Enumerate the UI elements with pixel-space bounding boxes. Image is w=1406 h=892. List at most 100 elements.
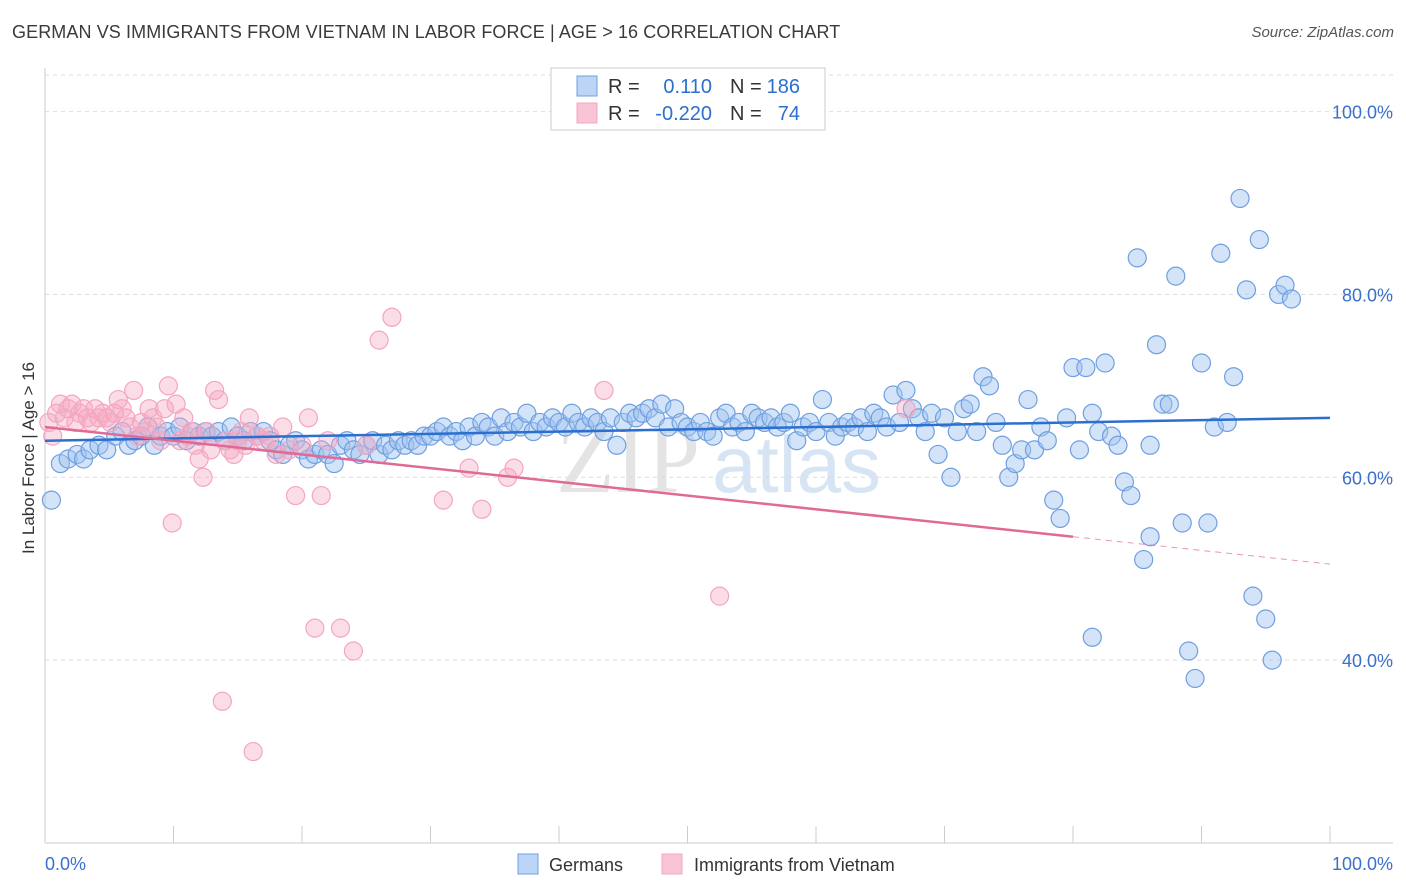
germans-point-135: [922, 403, 942, 423]
germans-point-184: [1236, 280, 1257, 300]
germans-point-175: [1179, 641, 1199, 661]
vietnam-point-70: [382, 307, 402, 327]
vietnam-trend-extension: [1072, 536, 1331, 565]
legend-r-value-1: 0.110: [663, 76, 712, 98]
germans-point-86: [607, 435, 627, 455]
germans-point-171: [1153, 394, 1173, 414]
vietnam-point-63: [305, 618, 325, 638]
germans-point-176: [1185, 668, 1205, 689]
legend-n-value-2: 74: [778, 103, 800, 125]
vietnam-point-66: [330, 618, 351, 638]
vietnam-point-72: [459, 458, 479, 478]
germans-point-146: [992, 435, 1012, 455]
germans-point-180: [1211, 243, 1231, 263]
germans-point-172: [1159, 394, 1179, 414]
y-tick-label-40: 40.0%: [1342, 651, 1393, 671]
germans-point-192: [1082, 627, 1102, 647]
vietnam-point-77: [710, 586, 730, 606]
y-axis-title: In Labor Force | Age > 16: [19, 362, 38, 554]
legend-r-label-1: R =: [608, 76, 640, 98]
vietnam-point-1: [43, 426, 63, 446]
germans-point-179: [1204, 417, 1224, 437]
bottom-legend-germans: Germans: [549, 855, 623, 875]
germans-point-106: [735, 421, 755, 442]
germans-trend-line: [44, 416, 1331, 442]
bottom-legend-vietnam: Immigrants from Vietnam: [694, 855, 895, 875]
germans-point-167: [1127, 248, 1147, 268]
trend-lines: [44, 416, 1331, 565]
germans-point-169: [1140, 527, 1160, 547]
x-tick-label-0: 0.0%: [45, 854, 86, 874]
vietnam-point-53: [243, 741, 263, 762]
germans-point-178: [1198, 513, 1218, 533]
germans-point-174: [1172, 513, 1192, 533]
germans-point-160: [1082, 403, 1102, 423]
germans-point-139: [947, 421, 967, 442]
germans-point-177: [1191, 353, 1212, 373]
germans-point-129: [883, 385, 903, 405]
germans-point-101: [703, 426, 723, 446]
germans-point-85: [600, 408, 621, 428]
bottom-legend-swatch-vietnam: [661, 853, 683, 875]
germans-point-150: [1018, 389, 1038, 410]
germans-point-153: [1037, 431, 1057, 451]
germans-point-94: [658, 417, 678, 437]
legend-n-value-1: 186: [767, 76, 800, 98]
germans-point-187: [1256, 609, 1276, 629]
germans-point-183: [1230, 188, 1250, 209]
legend-swatch-vietnam: [576, 102, 598, 124]
germans-point-188: [1262, 650, 1282, 670]
germans-point-93: [652, 394, 672, 414]
vietnam-point-62: [298, 408, 319, 428]
vietnam-point-75: [504, 458, 524, 478]
germans-point-164: [1108, 435, 1128, 455]
germans-point-141: [960, 394, 980, 414]
vietnam-point-64: [311, 485, 331, 506]
vietnam-point-40: [193, 467, 213, 487]
vietnam-point-67: [343, 641, 363, 661]
bottom-legend-swatch-germans: [517, 853, 539, 875]
germans-point-166: [1121, 485, 1141, 506]
axes: 0.0% 100.0%: [44, 68, 1393, 874]
vietnam-point-45: [212, 691, 232, 711]
germans-point-181: [1217, 412, 1237, 433]
vietnam-point-22: [124, 380, 144, 401]
y-tick-label-80: 80.0%: [1342, 285, 1393, 305]
vietnam-trend-line: [44, 425, 1074, 538]
legend-swatch-germans: [576, 75, 598, 97]
vietnam-point-60: [285, 485, 306, 506]
germans-point-118: [812, 389, 833, 410]
germans-point-156: [1056, 408, 1077, 428]
germans-point-186: [1249, 229, 1269, 250]
chart-title: GERMAN VS IMMIGRANTS FROM VIETNAM IN LAB…: [12, 22, 841, 42]
germans-point-168: [1134, 549, 1154, 570]
vietnam-points: [39, 307, 916, 762]
germans-point-138: [941, 467, 961, 487]
germans-point-131: [896, 380, 916, 401]
germans-point-56: [414, 426, 434, 446]
germans-point-2: [58, 449, 78, 469]
germans-point-145: [986, 412, 1006, 433]
vietnam-point-32: [162, 513, 182, 533]
germans-point-185: [1243, 586, 1263, 606]
legend-r-label-2: R =: [608, 103, 640, 125]
germans-point-144: [979, 376, 1000, 396]
vietnam-point-71: [433, 490, 453, 510]
vietnam-point-31: [158, 376, 178, 396]
vietnam-point-58: [273, 417, 293, 437]
watermark-atlas: atlas: [712, 420, 881, 509]
vietnam-point-44: [208, 389, 229, 410]
vietnam-point-61: [292, 435, 312, 455]
x-tick-label-100: 100.0%: [1332, 854, 1393, 874]
legend-n-label-1: N =: [730, 76, 762, 98]
vietnam-point-76: [594, 380, 614, 401]
top-legend: R = 0.110 N = 186 R = -0.220 N = 74: [550, 67, 826, 131]
vietnam-point-41: [197, 421, 217, 442]
vietnam-point-52: [239, 408, 259, 428]
germans-point-142: [967, 421, 987, 442]
y-tick-label-60: 60.0%: [1342, 468, 1393, 488]
germans-point-159: [1076, 357, 1096, 378]
vietnam-point-57: [266, 444, 286, 465]
vietnam-point-73: [472, 499, 492, 519]
